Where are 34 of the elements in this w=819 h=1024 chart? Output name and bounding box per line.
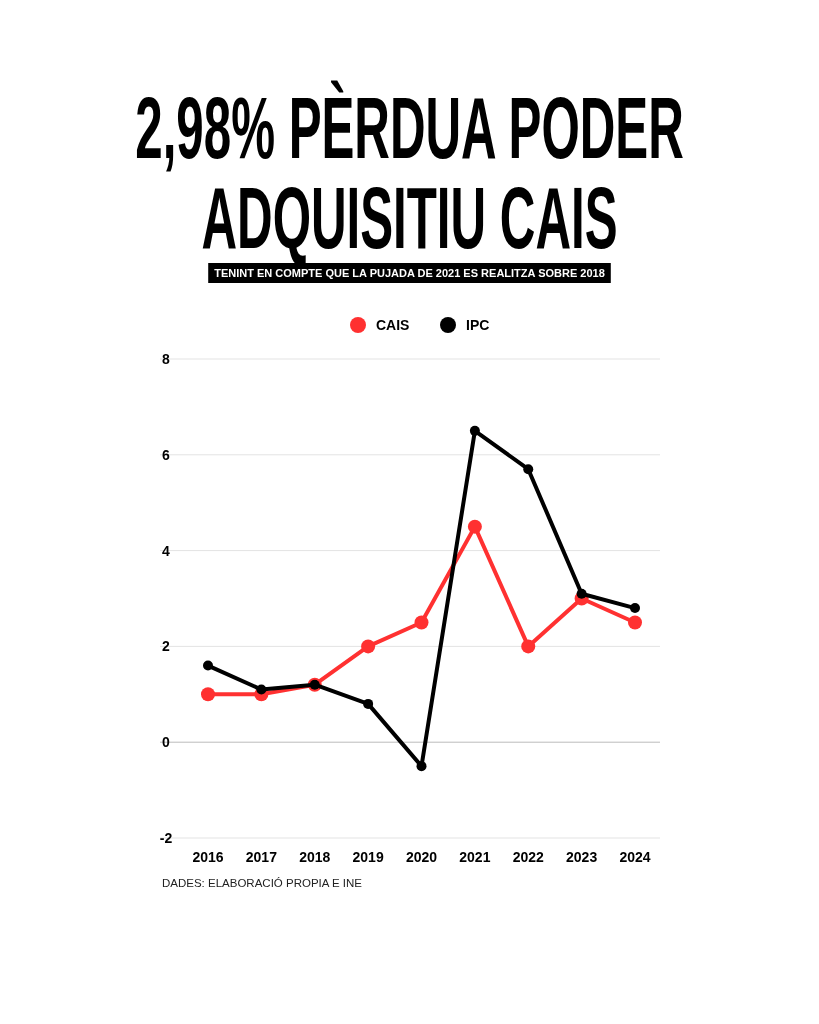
x-tick-label: 2018 [299,849,331,865]
point [576,588,587,599]
x-tick-label: 2020 [405,849,438,865]
y-tick-label: 2 [162,638,171,655]
point [361,639,376,654]
x-tick-label: 2024 [619,849,651,865]
point [628,615,642,630]
point [201,687,215,702]
x-tick-label: 2016 [192,849,224,865]
legend-label: CAIS [376,317,410,333]
y-tick-label: 8 [162,351,171,367]
point [467,519,482,534]
legend-label: IPC [466,317,490,333]
point [363,698,374,709]
x-tick-label: 2019 [352,849,384,865]
point [203,660,213,671]
point [414,615,429,630]
y-tick-label: 0 [162,734,171,751]
chart-subtitle: TENINT EN COMPTE QUE LA PUJADA DE 2021 ES REALITZA SOBRE 2018 [214,267,605,279]
chart-title: 2,98% PÈRDUA PODER ADQUISITIU CAIS [135,77,684,267]
point [521,639,536,654]
y-tick-label: 4 [162,542,171,559]
x-tick-label: 2023 [566,849,598,865]
text: DADES: ELABORACIÓ PROPIA E INE [162,877,363,889]
point [469,425,480,436]
point [256,684,267,695]
x-tick-label: 2017 [245,849,278,865]
point [416,761,427,772]
y-tick-label: 6 [162,446,171,463]
x-tick-label: 2022 [512,849,545,865]
x-tick-label: 2021 [459,849,491,865]
point [630,603,640,614]
point [523,464,534,475]
y-tick-label: -2 [159,830,173,846]
